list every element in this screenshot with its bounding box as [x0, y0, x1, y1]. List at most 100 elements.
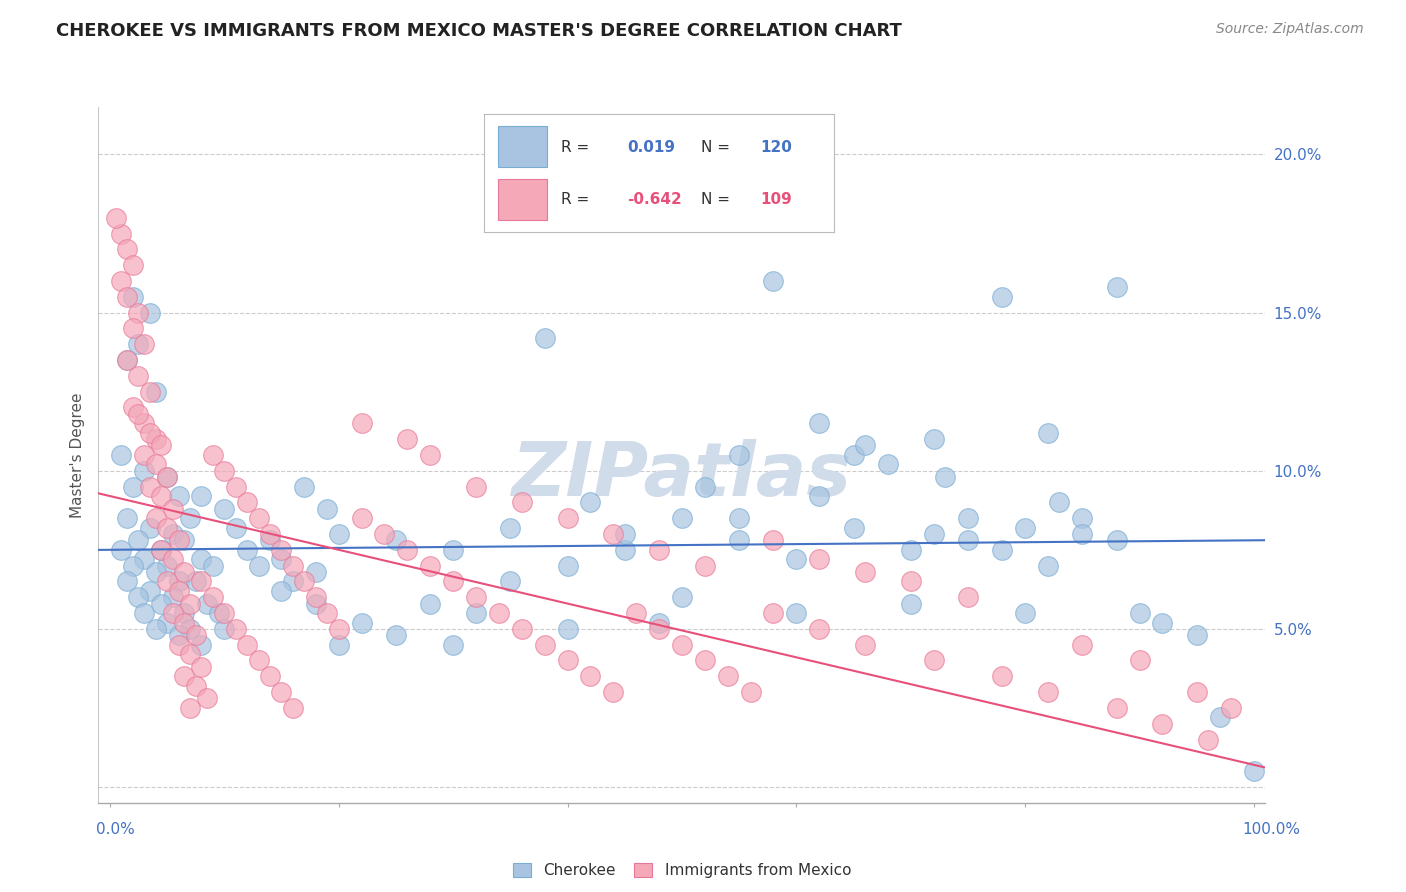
Point: [236, 638, 259, 652]
Text: 100.0%: 100.0%: [1243, 822, 1301, 837]
Point: [510, 495, 533, 509]
Point: [1152, 716, 1174, 731]
Point: [139, 479, 162, 493]
Point: [184, 574, 207, 589]
Point: [350, 417, 373, 431]
Point: [173, 565, 195, 579]
Point: [145, 432, 167, 446]
Point: [1208, 710, 1230, 724]
Point: [1014, 521, 1036, 535]
Point: [853, 638, 876, 652]
Point: [259, 669, 281, 683]
Point: [110, 227, 132, 241]
Point: [602, 685, 624, 699]
Point: [190, 489, 212, 503]
Point: [465, 606, 488, 620]
Point: [179, 701, 201, 715]
Point: [956, 533, 979, 548]
Point: [419, 597, 441, 611]
Point: [510, 622, 533, 636]
Point: [127, 305, 149, 319]
Point: [190, 552, 212, 566]
Text: CHEROKEE VS IMMIGRANTS FROM MEXICO MASTER'S DEGREE CORRELATION CHART: CHEROKEE VS IMMIGRANTS FROM MEXICO MASTE…: [56, 22, 903, 40]
Point: [557, 558, 579, 573]
Point: [115, 243, 138, 257]
Text: Source: ZipAtlas.com: Source: ZipAtlas.com: [1216, 22, 1364, 37]
Point: [499, 574, 522, 589]
Point: [533, 331, 555, 345]
Point: [900, 542, 922, 557]
Point: [195, 597, 218, 611]
Point: [156, 615, 179, 630]
Point: [236, 495, 259, 509]
Point: [292, 479, 315, 493]
Point: [225, 479, 247, 493]
Point: [785, 552, 807, 566]
Point: [173, 615, 195, 630]
Point: [110, 542, 132, 557]
Point: [579, 495, 602, 509]
Point: [207, 606, 229, 620]
Point: [808, 552, 831, 566]
Point: [214, 501, 236, 516]
Point: [121, 479, 143, 493]
Point: [162, 606, 184, 620]
Point: [762, 606, 785, 620]
Point: [671, 591, 693, 605]
Point: [328, 527, 350, 541]
Point: [1105, 701, 1128, 715]
Point: [134, 337, 156, 351]
Point: [201, 558, 224, 573]
Point: [247, 511, 270, 525]
Point: [1036, 685, 1059, 699]
Point: [179, 622, 201, 636]
Y-axis label: Master's Degree: Master's Degree: [69, 392, 84, 517]
Point: [167, 489, 190, 503]
Point: [853, 438, 876, 452]
Point: [115, 353, 138, 368]
Point: [162, 527, 184, 541]
Point: [441, 638, 464, 652]
Point: [150, 542, 173, 557]
Point: [259, 533, 281, 548]
Point: [225, 622, 247, 636]
Point: [488, 606, 510, 620]
Text: ZIPatlas: ZIPatlas: [512, 439, 852, 512]
Point: [281, 701, 304, 715]
Point: [373, 527, 395, 541]
Point: [956, 511, 979, 525]
Point: [270, 583, 292, 598]
Point: [270, 552, 292, 566]
Point: [1014, 606, 1036, 620]
Point: [145, 511, 167, 525]
Point: [728, 511, 751, 525]
Point: [115, 353, 138, 368]
Point: [762, 533, 785, 548]
Point: [167, 574, 190, 589]
Point: [648, 615, 671, 630]
Point: [270, 685, 292, 699]
Point: [179, 647, 201, 661]
Text: 0.0%: 0.0%: [96, 822, 135, 837]
Point: [316, 606, 339, 620]
Point: [922, 653, 945, 667]
Point: [465, 479, 488, 493]
Point: [104, 211, 127, 225]
Point: [173, 669, 195, 683]
Point: [316, 501, 339, 516]
Point: [127, 533, 149, 548]
Point: [1197, 732, 1219, 747]
Point: [201, 591, 224, 605]
Legend: Cherokee, Immigrants from Mexico: Cherokee, Immigrants from Mexico: [505, 855, 859, 886]
Point: [145, 384, 167, 399]
Point: [693, 653, 716, 667]
Point: [579, 669, 602, 683]
Point: [214, 606, 236, 620]
Point: [671, 638, 693, 652]
Point: [134, 417, 156, 431]
Point: [328, 638, 350, 652]
Point: [350, 615, 373, 630]
Point: [201, 448, 224, 462]
Point: [441, 542, 464, 557]
Point: [214, 622, 236, 636]
